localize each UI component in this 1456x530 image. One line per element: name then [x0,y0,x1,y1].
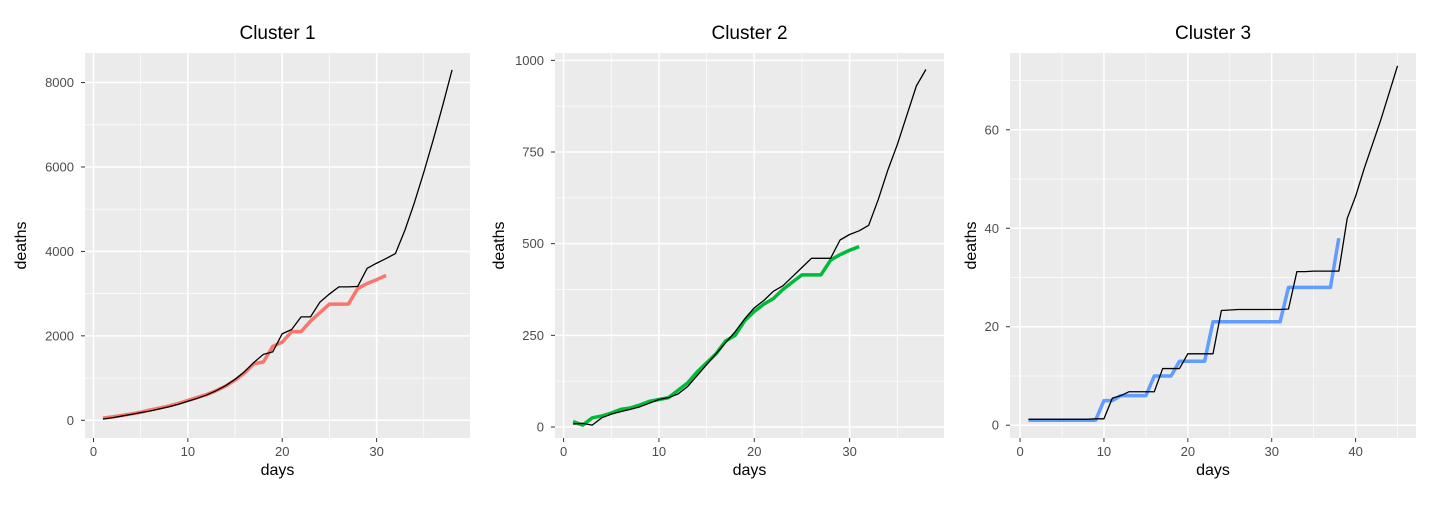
series-line-black [102,69,453,420]
chart-panel-3: 0 10 20 30 40 0 20 40 60 Cluster 3 days deaths [963,23,1416,479]
plot-background [85,53,470,438]
chart-panel-1: 0 10 20 30 0 2000 4000 6000 8000 Cluster 1 days dea… [13,23,470,479]
chart-title: Cluster 2 [711,23,787,44]
x-tick-label: 10 [1097,444,1111,459]
y-axis-label: deaths [963,221,980,269]
plot-background [555,53,944,438]
x-tick-label: 40 [1348,444,1362,459]
x-tick-label: 0 [1016,444,1023,459]
chart-panel-2: 0 10 20 30 0 250 500 750 1000 Cluster 2 days deaths [491,23,944,479]
x-tick-label: 30 [842,444,856,459]
series-line-black [1028,65,1399,420]
y-tick-label: 8000 [45,75,74,90]
series-line-black [573,69,927,426]
x-tick-label: 0 [90,444,97,459]
y-tick-label: 6000 [45,159,74,174]
chart-title: Cluster 1 [239,23,315,44]
x-tick-label: 20 [747,444,761,459]
x-axis-label: days [733,462,767,479]
x-tick-label: 20 [275,444,289,459]
x-axis-label: days [261,462,295,479]
y-tick-label: 40 [985,221,999,236]
x-tick-label: 20 [1181,444,1195,459]
x-tick-label: 30 [1264,444,1278,459]
y-tick-label: 250 [522,328,544,343]
y-tick-label: 0 [67,413,74,428]
y-axis-label: deaths [491,221,508,269]
y-tick-label: 4000 [45,244,74,259]
y-tick-label: 1000 [515,53,544,68]
x-tick-label: 30 [369,444,383,459]
series-line-colored [102,273,387,420]
y-tick-label: 0 [537,420,544,435]
y-tick-label: 0 [992,418,999,433]
y-tick-label: 2000 [45,328,74,343]
plot-background [1010,53,1416,438]
y-tick-label: 60 [985,122,999,137]
x-axis-label: days [1196,462,1230,479]
chart-title: Cluster 3 [1175,23,1251,44]
x-tick-label: 0 [560,444,567,459]
x-tick-label: 10 [181,444,195,459]
y-tick-label: 20 [985,319,999,334]
y-axis-label: deaths [13,221,30,269]
x-tick-label: 10 [652,444,666,459]
y-tick-label: 750 [522,145,544,160]
y-tick-label: 500 [522,236,544,251]
